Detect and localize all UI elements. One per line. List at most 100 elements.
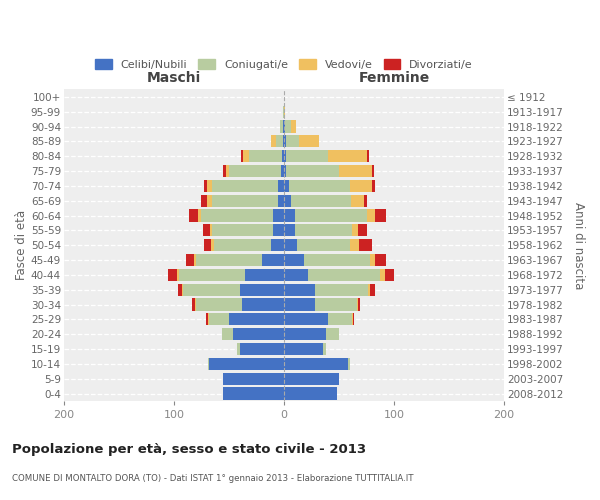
Bar xyxy=(353,314,355,326)
Bar xyxy=(339,165,372,177)
Bar xyxy=(191,298,195,310)
Bar xyxy=(372,180,376,192)
Legend: Celibi/Nubili, Coniugati/e, Vedovi/e, Divorziati/e: Celibi/Nubili, Coniugati/e, Vedovi/e, Di… xyxy=(91,54,477,74)
Bar xyxy=(284,224,295,236)
Bar xyxy=(262,254,284,266)
Bar xyxy=(203,224,210,236)
Bar xyxy=(223,328,233,340)
Bar xyxy=(290,120,296,132)
Bar xyxy=(207,180,212,192)
Bar xyxy=(284,298,315,310)
Bar xyxy=(229,314,284,326)
Bar xyxy=(284,210,295,222)
Bar xyxy=(169,269,177,281)
Bar xyxy=(273,210,284,222)
Bar xyxy=(284,372,339,385)
Bar xyxy=(212,180,278,192)
Bar xyxy=(315,284,368,296)
Bar xyxy=(242,298,284,310)
Bar xyxy=(202,194,207,207)
Bar xyxy=(243,150,249,162)
Bar xyxy=(358,224,367,236)
Bar xyxy=(186,254,194,266)
Bar xyxy=(370,254,376,266)
Bar xyxy=(348,358,350,370)
Bar xyxy=(276,136,283,147)
Bar xyxy=(299,136,319,147)
Bar xyxy=(233,328,284,340)
Bar xyxy=(297,239,350,252)
Bar xyxy=(285,120,290,132)
Bar xyxy=(211,239,214,252)
Bar xyxy=(271,136,276,147)
Bar xyxy=(284,314,328,326)
Bar xyxy=(236,343,240,355)
Bar xyxy=(280,120,283,132)
Bar xyxy=(182,284,240,296)
Bar xyxy=(352,314,353,326)
Bar xyxy=(286,136,299,147)
Text: Popolazione per età, sesso e stato civile - 2013: Popolazione per età, sesso e stato civil… xyxy=(12,442,366,456)
Bar xyxy=(284,328,326,340)
Bar xyxy=(376,210,386,222)
Bar xyxy=(207,194,212,207)
Bar xyxy=(290,194,351,207)
Bar xyxy=(198,210,202,222)
Text: Maschi: Maschi xyxy=(147,71,201,85)
Bar xyxy=(284,269,308,281)
Bar xyxy=(380,269,385,281)
Bar xyxy=(370,284,376,296)
Bar xyxy=(203,239,211,252)
Bar xyxy=(178,284,182,296)
Bar xyxy=(308,269,380,281)
Bar xyxy=(283,120,284,132)
Bar xyxy=(196,254,262,266)
Bar xyxy=(359,239,372,252)
Bar xyxy=(283,136,284,147)
Bar xyxy=(278,180,284,192)
Bar xyxy=(214,239,271,252)
Y-axis label: Fasce di età: Fasce di età xyxy=(15,210,28,280)
Text: COMUNE DI MONTALTO DORA (TO) - Dati ISTAT 1° gennaio 2013 - Elaborazione TUTTITA: COMUNE DI MONTALTO DORA (TO) - Dati ISTA… xyxy=(12,474,413,483)
Bar xyxy=(284,165,286,177)
Bar xyxy=(352,224,358,236)
Bar xyxy=(284,239,297,252)
Bar xyxy=(326,328,339,340)
Bar xyxy=(284,388,337,400)
Bar xyxy=(208,314,209,326)
Bar xyxy=(367,210,376,222)
Bar xyxy=(315,298,356,310)
Bar xyxy=(367,150,369,162)
Bar xyxy=(209,358,284,370)
Bar xyxy=(284,194,290,207)
Bar xyxy=(226,165,229,177)
Bar xyxy=(179,269,245,281)
Bar xyxy=(212,194,278,207)
Bar xyxy=(281,165,284,177)
Bar xyxy=(229,165,281,177)
Bar xyxy=(304,254,370,266)
Bar xyxy=(350,239,359,252)
Bar xyxy=(328,314,352,326)
Bar xyxy=(203,180,207,192)
Bar xyxy=(295,210,367,222)
Bar xyxy=(385,269,394,281)
Bar xyxy=(194,254,196,266)
Bar xyxy=(284,284,315,296)
Bar xyxy=(212,224,273,236)
Bar xyxy=(284,343,323,355)
Bar xyxy=(271,239,284,252)
Bar xyxy=(177,269,179,281)
Bar xyxy=(240,284,284,296)
Bar xyxy=(208,358,209,370)
Bar xyxy=(245,269,284,281)
Bar xyxy=(364,194,367,207)
Bar xyxy=(209,314,229,326)
Bar xyxy=(241,150,243,162)
Bar xyxy=(284,254,304,266)
Bar xyxy=(282,150,284,162)
Bar xyxy=(284,136,286,147)
Bar xyxy=(372,165,374,177)
Text: Femmine: Femmine xyxy=(358,71,430,85)
Bar xyxy=(249,150,282,162)
